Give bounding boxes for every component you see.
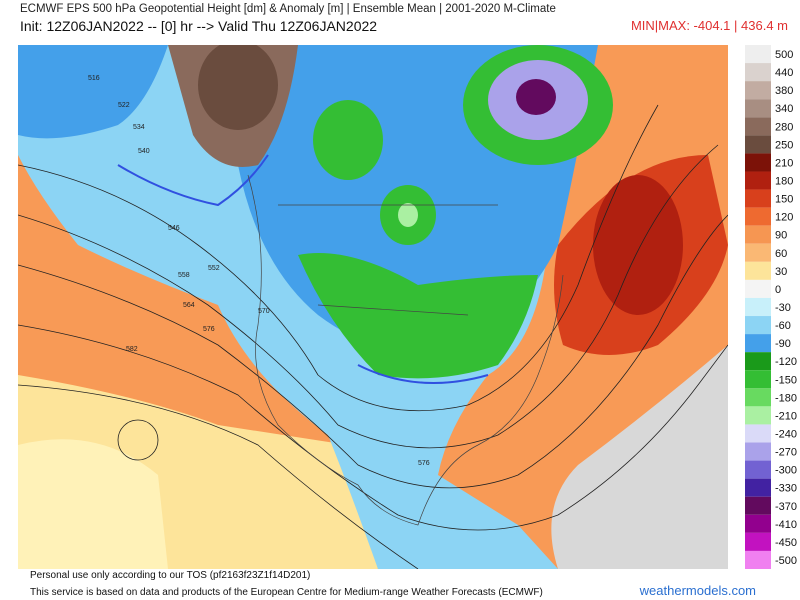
legend-label: 210 [775,157,793,169]
contours [18,104,728,569]
contour-label: 516 [88,75,100,82]
legend-label: 180 [775,176,793,188]
contour-highlight [117,154,269,207]
legend-swatch [745,243,771,262]
legend-swatch [745,45,771,64]
legend-label: -330 [775,483,797,495]
legend-label: 280 [775,121,793,133]
title: ECMWF EPS 500 hPa Geopotential Height [d… [20,3,556,15]
legend-label: -410 [775,519,797,531]
legend-swatch [745,153,771,172]
subtitle: Init: 12Z06JAN2022 -- [0] hr --> Valid T… [20,18,378,34]
map: 516 522 534 540 546 552 558 564 570 576 582 576 [18,45,728,569]
legend-swatch [745,532,771,551]
legend-label: -60 [775,320,791,332]
colorbar: 500 440 380 340 280 250 210 180 150 120 90 60 30 0 -30… [745,45,797,569]
legend-swatch [745,117,771,136]
legend-label: -300 [775,465,797,477]
contour-label: 552 [208,265,220,272]
legend-swatch [745,370,771,389]
legend-swatch [745,388,771,407]
legend-swatch [745,207,771,226]
legend-swatch [745,135,771,154]
legend-label: -370 [775,501,797,513]
anomaly-area [198,45,278,130]
legend-label: -30 [775,302,791,314]
contour-label: 576 [203,326,215,333]
legend-label: -500 [775,555,797,567]
legend-swatch [745,297,771,317]
legend-swatch [745,334,771,353]
contour-label: 558 [178,272,190,279]
legend-label: 150 [775,194,793,206]
anomaly-area [593,175,683,315]
legend-swatch [745,514,771,533]
contour-label: 534 [133,124,145,131]
legend-label: -270 [775,447,797,459]
contour-label: 540 [138,148,150,155]
legend-label: 440 [775,67,793,79]
anomaly-area [398,203,418,227]
contour-label: 564 [183,302,195,309]
legend-label: 380 [775,85,793,97]
legend-label: 500 [775,49,793,61]
anomaly-area [298,253,538,379]
legend-swatch [745,460,771,479]
legend-label: 30 [775,266,787,278]
legend-swatch [745,406,771,425]
contour-label: 582 [126,346,138,353]
contour-highlight [357,364,489,384]
legend-swatch [745,442,771,461]
legend-swatch [745,496,771,515]
legend-label: 120 [775,212,793,224]
footer-note: Personal use only according to our TOS (… [30,570,311,581]
legend-label: 90 [775,230,787,242]
legend-swatch [745,81,771,100]
legend-label: -240 [775,428,797,440]
legend-swatch [745,352,771,371]
footer-credit: This service is based on data and produc… [30,587,543,598]
anomaly-area [551,345,728,569]
anomaly-area [18,45,168,139]
legend-label: -210 [775,410,797,422]
anomaly-area [18,439,168,569]
legend-swatch [745,261,771,280]
min-max: MIN|MAX: -404.1 | 436.4 m [630,18,788,33]
anomaly-area [313,100,383,180]
anomaly-area [516,79,556,115]
legend-label: 0 [775,284,781,296]
contour-label: 576 [418,460,430,467]
legend-swatch [745,63,771,82]
contour-label: 522 [118,102,130,109]
legend-label: 60 [775,248,787,260]
legend-swatch [745,225,771,244]
coastlines [247,174,564,526]
contour-label: 570 [258,308,270,315]
legend-swatch [745,550,771,569]
legend-swatch [745,478,771,497]
legend-label: -150 [775,374,797,386]
legend-swatch [745,99,771,118]
legend-label: -450 [775,537,797,549]
legend-swatch [745,279,771,298]
legend-label: 250 [775,139,793,151]
legend-swatch [745,189,771,208]
legend-swatch [745,316,771,335]
site-link[interactable]: weathermodels.com [639,583,756,598]
legend-label: -180 [775,392,797,404]
legend-swatch [745,424,771,443]
legend-label: 340 [775,103,793,115]
legend-label: -90 [775,338,791,350]
legend-label: -120 [775,356,797,368]
legend-swatch [745,171,771,190]
contour-label: 546 [168,225,180,232]
